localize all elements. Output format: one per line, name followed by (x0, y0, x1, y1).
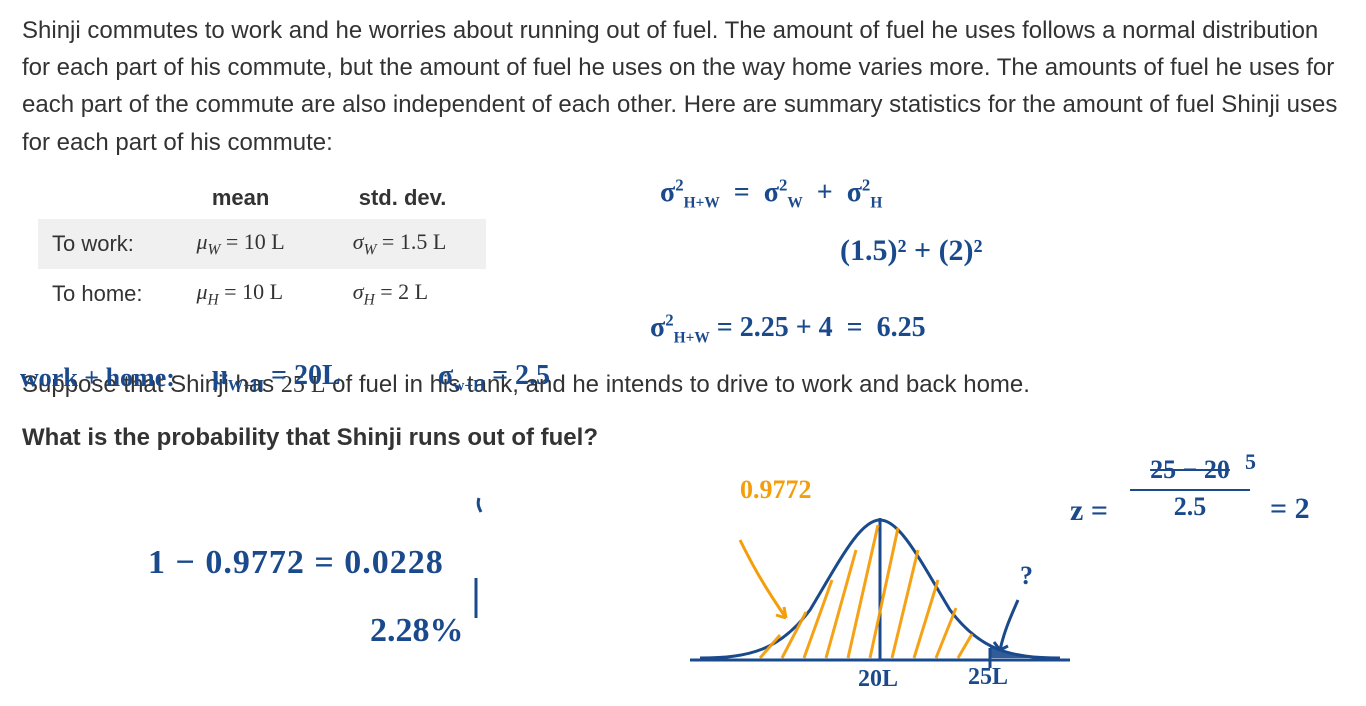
col-sd: std. dev. (319, 179, 487, 219)
hand-subtraction: 1 − 0.9772 = 0.0228 (148, 542, 444, 585)
sd-cell: σW = 1.5 L (319, 219, 487, 269)
hand-z-frac: 5 25 − 20 2.5 (1130, 454, 1250, 523)
hand-percent: 2.28% (370, 610, 464, 653)
hand-combo-label: work + home: (20, 362, 175, 395)
hand-z-result: = 2 (1270, 490, 1310, 528)
row-label: To home: (38, 269, 163, 319)
mean-cell: μH = 10 L (163, 269, 319, 319)
stats-table: mean std. dev. To work: μW = 10 L σW = 1… (38, 179, 486, 320)
hand-z-eq: z = (1070, 492, 1108, 530)
table-row: To work: μW = 10 L σW = 1.5 L (38, 219, 486, 269)
col-mean: mean (163, 179, 319, 219)
mean-cell: μW = 10 L (163, 219, 319, 269)
supplement-text: Suppose that Shinji has 25 L of fuel in … (0, 364, 1366, 404)
axis-mean-label: 20L (858, 664, 898, 694)
axis-25-label: 25L (968, 662, 1008, 692)
hand-variance-plug: (1.5)² + (2)² (840, 232, 983, 270)
hand-combo-mean: μW+H = 20L (212, 358, 341, 396)
arrow-to-percent-icon (466, 578, 486, 628)
cursor-mark-icon (475, 496, 487, 516)
table-header-row: mean std. dev. (38, 179, 486, 219)
table-row: To home: μH = 10 L σH = 2 L (38, 269, 486, 319)
sd-cell: σH = 2 L (319, 269, 487, 319)
hand-variance-result: σ2H+W = 2.25 + 4 = 6.25 (650, 310, 926, 348)
problem-text: Shinji commutes to work and he worries a… (0, 0, 1366, 161)
normal-curve-diagram (690, 500, 1070, 690)
hand-variance-formula: σ2H+W = σ2W + σ2H (660, 175, 882, 213)
hand-combo-sd: σw+H = 2.5 (438, 358, 550, 396)
question-text: What is the probability that Shinji runs… (0, 404, 1366, 452)
row-label: To work: (38, 219, 163, 269)
